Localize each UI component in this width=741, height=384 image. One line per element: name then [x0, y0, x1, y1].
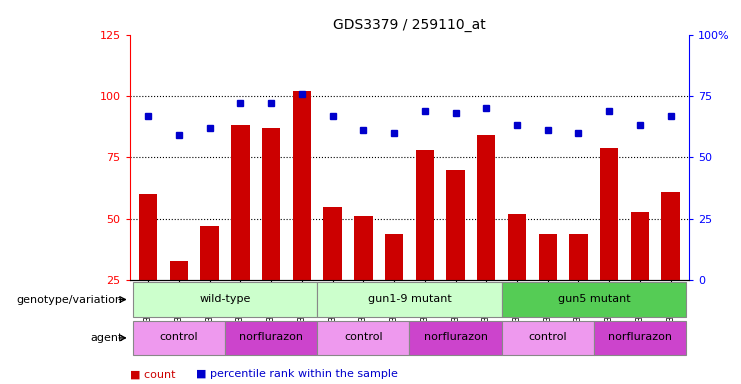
Bar — [385, 233, 403, 342]
Bar — [225, 321, 317, 355]
Bar — [231, 126, 250, 342]
Bar — [200, 226, 219, 342]
Text: agent: agent — [90, 333, 122, 343]
Text: ■ count: ■ count — [130, 369, 175, 379]
Text: wild-type: wild-type — [199, 294, 250, 304]
Text: ■ percentile rank within the sample: ■ percentile rank within the sample — [196, 369, 398, 379]
Text: norflurazon: norflurazon — [608, 332, 672, 342]
Bar — [502, 282, 686, 317]
Text: genotype/variation: genotype/variation — [16, 295, 122, 305]
Text: norflurazon: norflurazon — [424, 332, 488, 342]
Bar — [293, 91, 311, 342]
Bar — [133, 321, 225, 355]
Bar — [600, 147, 619, 342]
Bar — [354, 217, 373, 342]
Bar — [539, 233, 557, 342]
Text: gun5 mutant: gun5 mutant — [557, 294, 630, 304]
Bar — [594, 321, 686, 355]
Bar — [446, 170, 465, 342]
Bar — [508, 214, 526, 342]
Bar — [133, 282, 317, 317]
Bar — [662, 192, 680, 342]
Bar — [477, 135, 496, 342]
Text: control: control — [528, 332, 567, 342]
Title: GDS3379 / 259110_at: GDS3379 / 259110_at — [333, 18, 486, 32]
Bar — [409, 321, 502, 355]
Text: control: control — [159, 332, 198, 342]
Bar — [631, 212, 649, 342]
Bar — [317, 282, 502, 317]
Bar — [502, 321, 594, 355]
Bar — [323, 207, 342, 342]
Text: norflurazon: norflurazon — [239, 332, 303, 342]
Text: control: control — [344, 332, 382, 342]
Bar — [416, 150, 434, 342]
Bar — [170, 261, 188, 342]
Bar — [569, 233, 588, 342]
Bar — [262, 128, 280, 342]
Text: gun1-9 mutant: gun1-9 mutant — [368, 294, 451, 304]
Bar — [139, 194, 157, 342]
Bar — [317, 321, 409, 355]
